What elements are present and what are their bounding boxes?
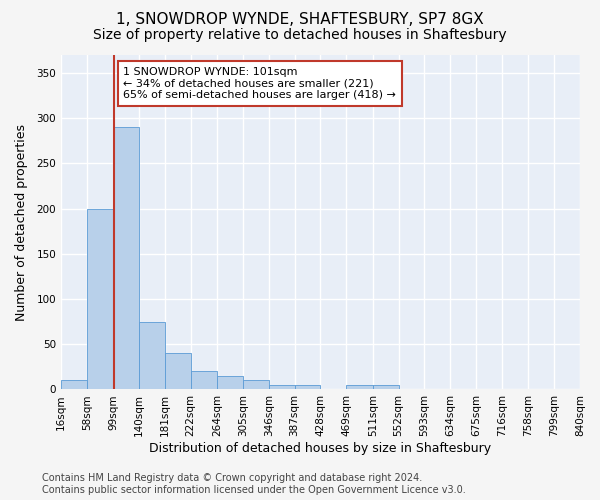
Bar: [139, 322, 165, 390]
Bar: [191, 372, 217, 390]
Bar: [373, 385, 398, 390]
Text: Size of property relative to detached houses in Shaftesbury: Size of property relative to detached ho…: [93, 28, 507, 42]
Bar: [165, 354, 191, 390]
Bar: [295, 385, 320, 390]
Text: 1 SNOWDROP WYNDE: 101sqm
← 34% of detached houses are smaller (221)
65% of semi-: 1 SNOWDROP WYNDE: 101sqm ← 34% of detach…: [124, 67, 396, 100]
Text: Contains HM Land Registry data © Crown copyright and database right 2024.
Contai: Contains HM Land Registry data © Crown c…: [42, 474, 466, 495]
Bar: [61, 380, 88, 390]
Bar: [217, 376, 243, 390]
Bar: [243, 380, 269, 390]
Bar: [346, 385, 373, 390]
Bar: [113, 128, 139, 390]
Text: 1, SNOWDROP WYNDE, SHAFTESBURY, SP7 8GX: 1, SNOWDROP WYNDE, SHAFTESBURY, SP7 8GX: [116, 12, 484, 28]
X-axis label: Distribution of detached houses by size in Shaftesbury: Distribution of detached houses by size …: [149, 442, 491, 455]
Bar: [88, 208, 113, 390]
Bar: [269, 385, 295, 390]
Y-axis label: Number of detached properties: Number of detached properties: [15, 124, 28, 320]
